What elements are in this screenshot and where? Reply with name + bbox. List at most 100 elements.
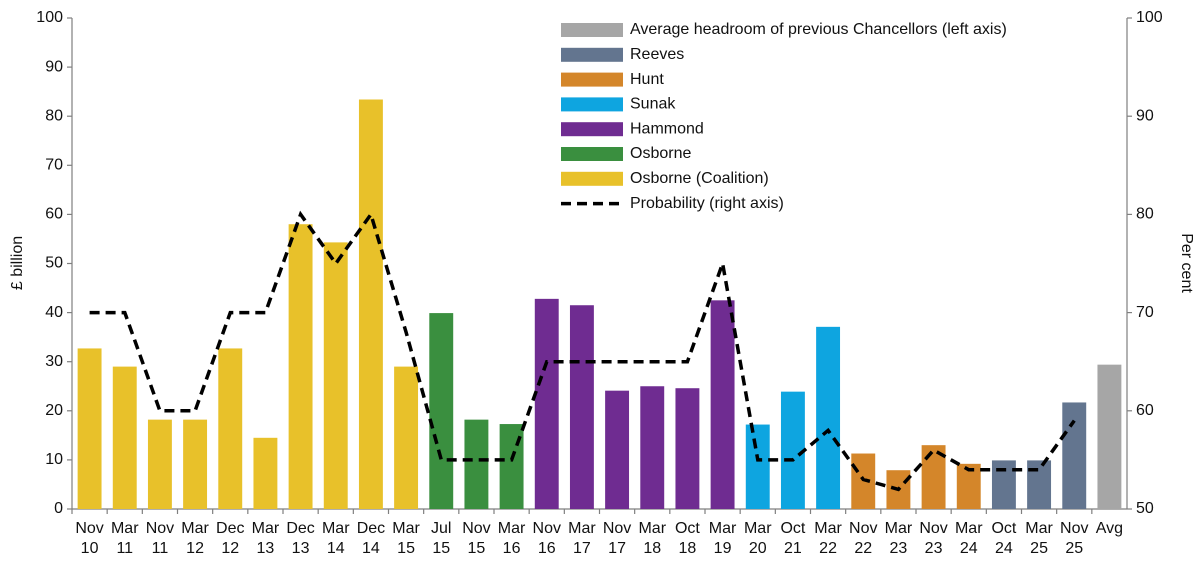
- x-tick-label: Oct: [780, 520, 805, 537]
- x-tick-label: 21: [784, 540, 802, 557]
- y-tick-label: 80: [45, 107, 63, 124]
- x-tick-label: 11: [152, 540, 169, 557]
- legend-swatch: [561, 147, 623, 161]
- x-tick-label: Mar: [181, 520, 209, 537]
- y2-axis-label: Per cent: [1178, 233, 1195, 293]
- x-tick-label: Mar: [568, 520, 596, 537]
- x-tick-label: 15: [432, 540, 450, 557]
- bar: [816, 326, 841, 509]
- bar: [534, 298, 559, 509]
- bar: [218, 348, 243, 509]
- x-tick-label: Nov: [533, 520, 561, 537]
- x-tick-label: 19: [714, 540, 732, 557]
- x-tick-label: Mar: [252, 520, 280, 537]
- legend-swatch: [561, 23, 623, 37]
- x-tick-label: Nov: [603, 520, 631, 537]
- bar: [1027, 460, 1052, 509]
- legend-label: Reeves: [630, 46, 684, 63]
- x-tick-label: 15: [397, 540, 415, 557]
- x-tick-label: Mar: [709, 520, 737, 537]
- legend-label: Probability (right axis): [630, 195, 784, 212]
- bar: [464, 419, 489, 509]
- legend-label: Osborne (Coalition): [630, 170, 769, 187]
- x-tick-label: Nov: [1060, 520, 1088, 537]
- bar: [605, 390, 630, 509]
- legend-swatch: [561, 171, 623, 186]
- bar: [77, 348, 102, 509]
- x-tick-label: 23: [890, 540, 908, 557]
- bar: [147, 419, 172, 509]
- x-tick-label: Nov: [849, 520, 877, 537]
- bar: [1097, 364, 1122, 509]
- y2-tick-label: 100: [1136, 9, 1163, 26]
- x-tick-label: Nov: [146, 520, 174, 537]
- x-tick-label: Mar: [498, 520, 526, 537]
- legend-swatch: [561, 72, 623, 87]
- y2-tick-label: 70: [1136, 304, 1154, 321]
- bar: [780, 391, 805, 509]
- y-tick-label: 90: [45, 58, 63, 75]
- y-tick-label: 30: [45, 353, 63, 370]
- x-tick-label: Nov: [75, 520, 103, 537]
- x-tick-label: Nov: [919, 520, 947, 537]
- x-tick-label: Nov: [462, 520, 490, 537]
- legend-label: Osborne: [630, 145, 691, 162]
- x-tick-label: 18: [679, 540, 697, 557]
- x-tick-label: 22: [854, 540, 872, 557]
- x-tick-label: 24: [960, 540, 978, 557]
- legend-label: Hunt: [630, 71, 664, 88]
- bar: [921, 445, 946, 509]
- x-tick-label: Oct: [675, 520, 700, 537]
- x-tick-label: 16: [503, 540, 521, 557]
- x-tick-label: Oct: [991, 520, 1016, 537]
- bar: [675, 388, 700, 509]
- x-tick-label: 15: [468, 540, 486, 557]
- y-tick-label: 40: [45, 304, 63, 321]
- bar: [253, 437, 278, 509]
- y2-tick-label: 60: [1136, 402, 1154, 419]
- x-tick-label: Avg: [1096, 520, 1123, 537]
- x-tick-label: 18: [643, 540, 661, 557]
- probability-line: [89, 210, 1076, 492]
- bar: [288, 224, 313, 509]
- legend-label: Hammond: [630, 120, 704, 137]
- legend-box: [557, 18, 1110, 223]
- x-tick-label: 22: [819, 540, 837, 557]
- bar: [394, 366, 419, 509]
- bar: [569, 305, 594, 509]
- y-tick-label: 70: [45, 157, 63, 174]
- bar: [429, 313, 454, 509]
- x-tick-label: Mar: [322, 520, 350, 537]
- x-tick-label: 23: [925, 540, 943, 557]
- x-tick-label: Mar: [392, 520, 420, 537]
- y-axis-label: £ billion: [9, 236, 26, 290]
- x-tick-label: 17: [608, 540, 626, 557]
- x-tick-label: 13: [257, 540, 275, 557]
- y-tick-label: 50: [45, 255, 63, 272]
- x-tick-label: Dec: [357, 520, 385, 537]
- legend-label: Sunak: [630, 96, 676, 113]
- y-tick-label: 20: [45, 402, 63, 419]
- legend-label: Average headroom of previous Chancellors…: [630, 21, 1007, 38]
- bar: [1062, 402, 1087, 509]
- bar: [358, 99, 383, 510]
- x-tick-label: 25: [1065, 540, 1083, 557]
- y-tick-label: 10: [45, 451, 63, 468]
- x-tick-label: Mar: [955, 520, 983, 537]
- y2-tick-label: 50: [1136, 500, 1154, 517]
- x-tick-label: 13: [292, 540, 310, 557]
- y-tick-label: 0: [54, 500, 63, 517]
- x-tick-label: 12: [221, 540, 239, 557]
- x-tick-label: 12: [186, 540, 204, 557]
- y2-tick-label: 90: [1136, 107, 1154, 124]
- legend-swatch: [561, 47, 623, 62]
- bar: [112, 366, 137, 509]
- y-tick-label: 60: [45, 206, 63, 223]
- x-tick-label: Mar: [814, 520, 842, 537]
- x-tick-label: 14: [327, 540, 345, 557]
- x-tick-label: Mar: [638, 520, 666, 537]
- x-tick-label: Mar: [1025, 520, 1053, 537]
- legend-swatch: [561, 122, 623, 137]
- y2-tick-label: 80: [1136, 206, 1154, 223]
- legend-swatch: [561, 97, 623, 112]
